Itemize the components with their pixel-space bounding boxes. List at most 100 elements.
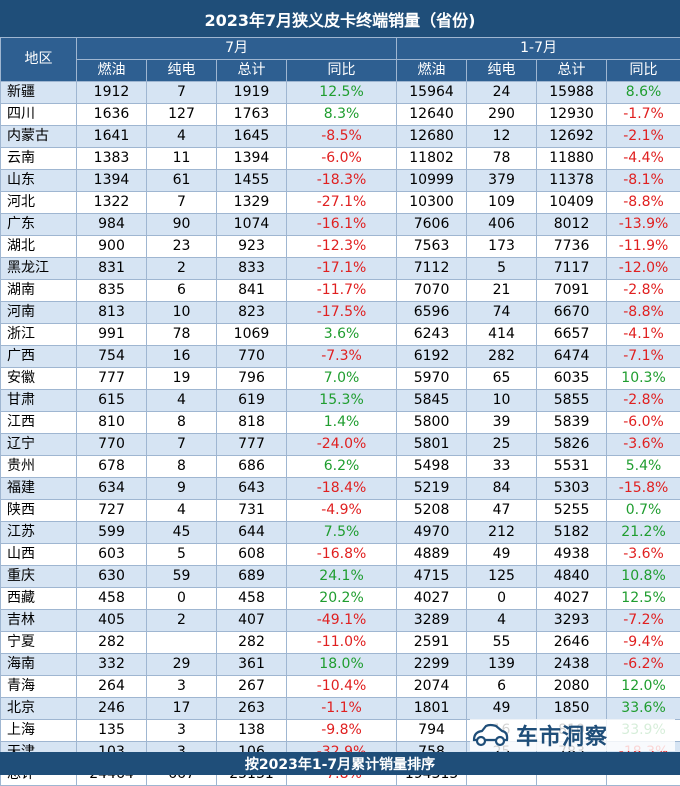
yoy-cell: -2.8%: [607, 280, 680, 302]
yoy-cell: 12.5%: [287, 82, 397, 104]
yoy-cell: 10.8%: [607, 566, 680, 588]
value-cell: 2080: [537, 676, 607, 698]
value-cell: 125: [467, 566, 537, 588]
value-cell: 12: [467, 126, 537, 148]
value-cell: 10: [467, 390, 537, 412]
column-header: 同比: [607, 60, 680, 82]
value-cell: 0: [147, 588, 217, 610]
value-cell: 139: [467, 654, 537, 676]
yoy-cell: -49.1%: [287, 610, 397, 632]
column-header: 燃油: [397, 60, 467, 82]
column-header: 纯电: [467, 60, 537, 82]
value-cell: 794: [397, 720, 467, 742]
yoy-cell: -8.8%: [607, 302, 680, 324]
value-cell: 263: [217, 698, 287, 720]
value-cell: 777: [217, 434, 287, 456]
value-cell: 5839: [537, 412, 607, 434]
value-cell: 2438: [537, 654, 607, 676]
value-cell: 2074: [397, 676, 467, 698]
column-header: 总计: [537, 60, 607, 82]
value-cell: 686: [217, 456, 287, 478]
yoy-cell: -17.1%: [287, 258, 397, 280]
value-cell: 1455: [217, 170, 287, 192]
value-cell: 10300: [397, 192, 467, 214]
value-cell: 1641: [77, 126, 147, 148]
value-cell: 6192: [397, 346, 467, 368]
yoy-cell: -6.0%: [607, 412, 680, 434]
value-cell: 689: [217, 566, 287, 588]
yoy-cell: -11.7%: [287, 280, 397, 302]
yoy-cell: 12.5%: [607, 588, 680, 610]
value-cell: 78: [147, 324, 217, 346]
value-cell: 1645: [217, 126, 287, 148]
value-cell: 5: [147, 544, 217, 566]
value-cell: 5: [467, 258, 537, 280]
value-cell: 4: [467, 610, 537, 632]
value-cell: 6: [147, 280, 217, 302]
value-cell: 7: [147, 192, 217, 214]
value-cell: 1322: [77, 192, 147, 214]
value-cell: 2: [147, 258, 217, 280]
region-cell: 湖南: [1, 280, 77, 302]
yoy-cell: -2.8%: [607, 390, 680, 412]
value-cell: 833: [217, 258, 287, 280]
region-cell: 黑龙江: [1, 258, 77, 280]
value-cell: 407: [217, 610, 287, 632]
value-cell: 1394: [77, 170, 147, 192]
value-cell: 12692: [537, 126, 607, 148]
value-cell: 984: [77, 214, 147, 236]
yoy-cell: -3.6%: [607, 434, 680, 456]
table-footer-note: 按2023年1-7月累计销量排序: [0, 752, 680, 775]
value-cell: 74: [467, 302, 537, 324]
column-header: 总计: [217, 60, 287, 82]
yoy-cell: -15.8%: [607, 478, 680, 500]
region-cell: 内蒙古: [1, 126, 77, 148]
value-cell: 55: [467, 632, 537, 654]
value-cell: 212: [467, 522, 537, 544]
value-cell: 2591: [397, 632, 467, 654]
value-cell: 406: [467, 214, 537, 236]
yoy-cell: 6.2%: [287, 456, 397, 478]
value-cell: 2: [147, 610, 217, 632]
value-cell: 4: [147, 390, 217, 412]
value-cell: 15988: [537, 82, 607, 104]
yoy-cell: -18.3%: [287, 170, 397, 192]
value-cell: 6243: [397, 324, 467, 346]
yoy-cell: 24.1%: [287, 566, 397, 588]
yoy-cell: -16.8%: [287, 544, 397, 566]
value-cell: 10999: [397, 170, 467, 192]
yoy-cell: 18.0%: [287, 654, 397, 676]
value-cell: 991: [77, 324, 147, 346]
column-header-row: 燃油纯电总计同比燃油纯电总计同比: [1, 60, 680, 82]
value-cell: 49: [467, 698, 537, 720]
value-cell: 7091: [537, 280, 607, 302]
region-cell: 河南: [1, 302, 77, 324]
value-cell: 3289: [397, 610, 467, 632]
region-cell: 陕西: [1, 500, 77, 522]
value-cell: 7117: [537, 258, 607, 280]
value-cell: 4027: [397, 588, 467, 610]
value-cell: 5255: [537, 500, 607, 522]
value-cell: 678: [77, 456, 147, 478]
region-header: 地区: [1, 38, 77, 82]
region-cell: 广西: [1, 346, 77, 368]
value-cell: 7736: [537, 236, 607, 258]
value-cell: 8012: [537, 214, 607, 236]
yoy-cell: 10.3%: [607, 368, 680, 390]
value-cell: 900: [77, 236, 147, 258]
yoy-cell: -7.3%: [287, 346, 397, 368]
value-cell: 6: [467, 676, 537, 698]
value-cell: 5182: [537, 522, 607, 544]
value-cell: 810: [77, 412, 147, 434]
